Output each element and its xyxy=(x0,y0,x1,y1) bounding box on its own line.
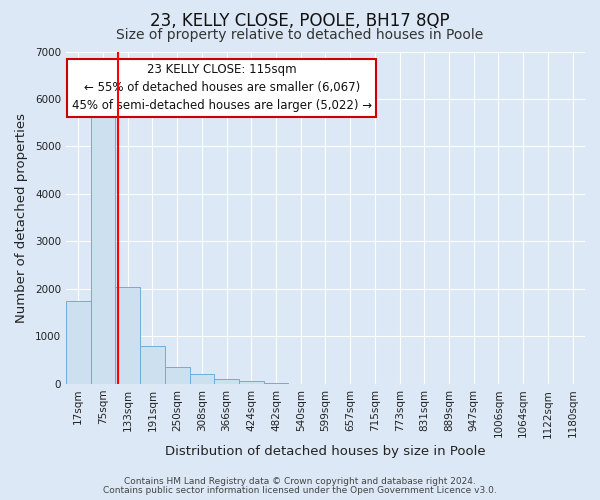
Text: 23, KELLY CLOSE, POOLE, BH17 8QP: 23, KELLY CLOSE, POOLE, BH17 8QP xyxy=(150,12,450,30)
Bar xyxy=(165,367,190,384)
Text: 23 KELLY CLOSE: 115sqm
← 55% of detached houses are smaller (6,067)
45% of semi-: 23 KELLY CLOSE: 115sqm ← 55% of detached… xyxy=(71,64,372,112)
Bar xyxy=(263,383,289,384)
Bar xyxy=(91,111,115,384)
Bar xyxy=(115,286,140,384)
Y-axis label: Number of detached properties: Number of detached properties xyxy=(15,112,28,322)
Text: Contains public sector information licensed under the Open Government Licence v3: Contains public sector information licen… xyxy=(103,486,497,495)
X-axis label: Distribution of detached houses by size in Poole: Distribution of detached houses by size … xyxy=(165,444,486,458)
Text: Contains HM Land Registry data © Crown copyright and database right 2024.: Contains HM Land Registry data © Crown c… xyxy=(124,477,476,486)
Bar xyxy=(140,346,165,384)
Bar xyxy=(214,379,239,384)
Bar xyxy=(190,374,214,384)
Bar xyxy=(66,301,91,384)
Bar xyxy=(239,381,263,384)
Text: Size of property relative to detached houses in Poole: Size of property relative to detached ho… xyxy=(116,28,484,42)
